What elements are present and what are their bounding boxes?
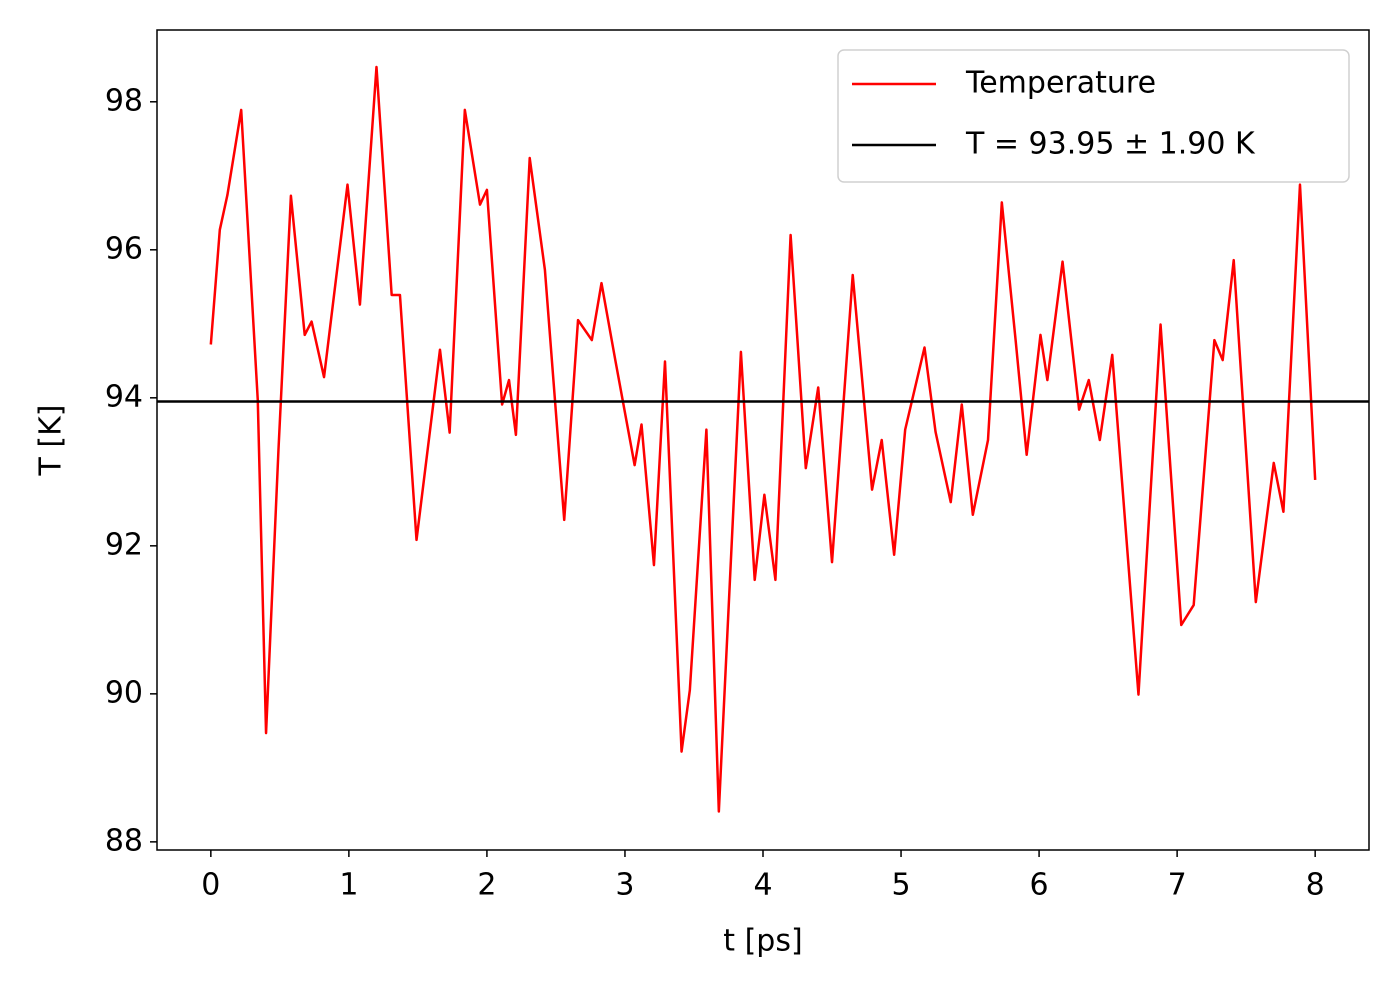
y-tick-label: 88 xyxy=(105,823,143,858)
y-axis-label: T [K] xyxy=(34,405,69,477)
y-tick-label: 92 xyxy=(105,527,143,562)
temperature-line xyxy=(209,65,1317,813)
legend-label: T = 93.95 ± 1.90 K xyxy=(965,127,1256,162)
x-tick-label: 8 xyxy=(1306,868,1325,903)
y-tick-label: 94 xyxy=(105,379,143,414)
x-tick-label: 3 xyxy=(615,868,634,903)
x-axis-label: t [ps] xyxy=(723,924,802,959)
x-tick-label: 1 xyxy=(339,868,358,903)
x-tick-label: 2 xyxy=(477,868,496,903)
legend-label: Temperature xyxy=(965,66,1156,101)
y-tick-label: 98 xyxy=(105,83,143,118)
y-tick-label: 96 xyxy=(105,231,143,266)
x-tick-label: 7 xyxy=(1168,868,1187,903)
x-tick-label: 0 xyxy=(201,868,220,903)
x-tick-label: 5 xyxy=(891,868,910,903)
legend-box xyxy=(837,49,1350,183)
y-tick-label: 90 xyxy=(105,675,143,710)
x-tick-label: 6 xyxy=(1030,868,1049,903)
plot-frame xyxy=(156,29,1370,851)
x-tick-label: 4 xyxy=(753,868,772,903)
